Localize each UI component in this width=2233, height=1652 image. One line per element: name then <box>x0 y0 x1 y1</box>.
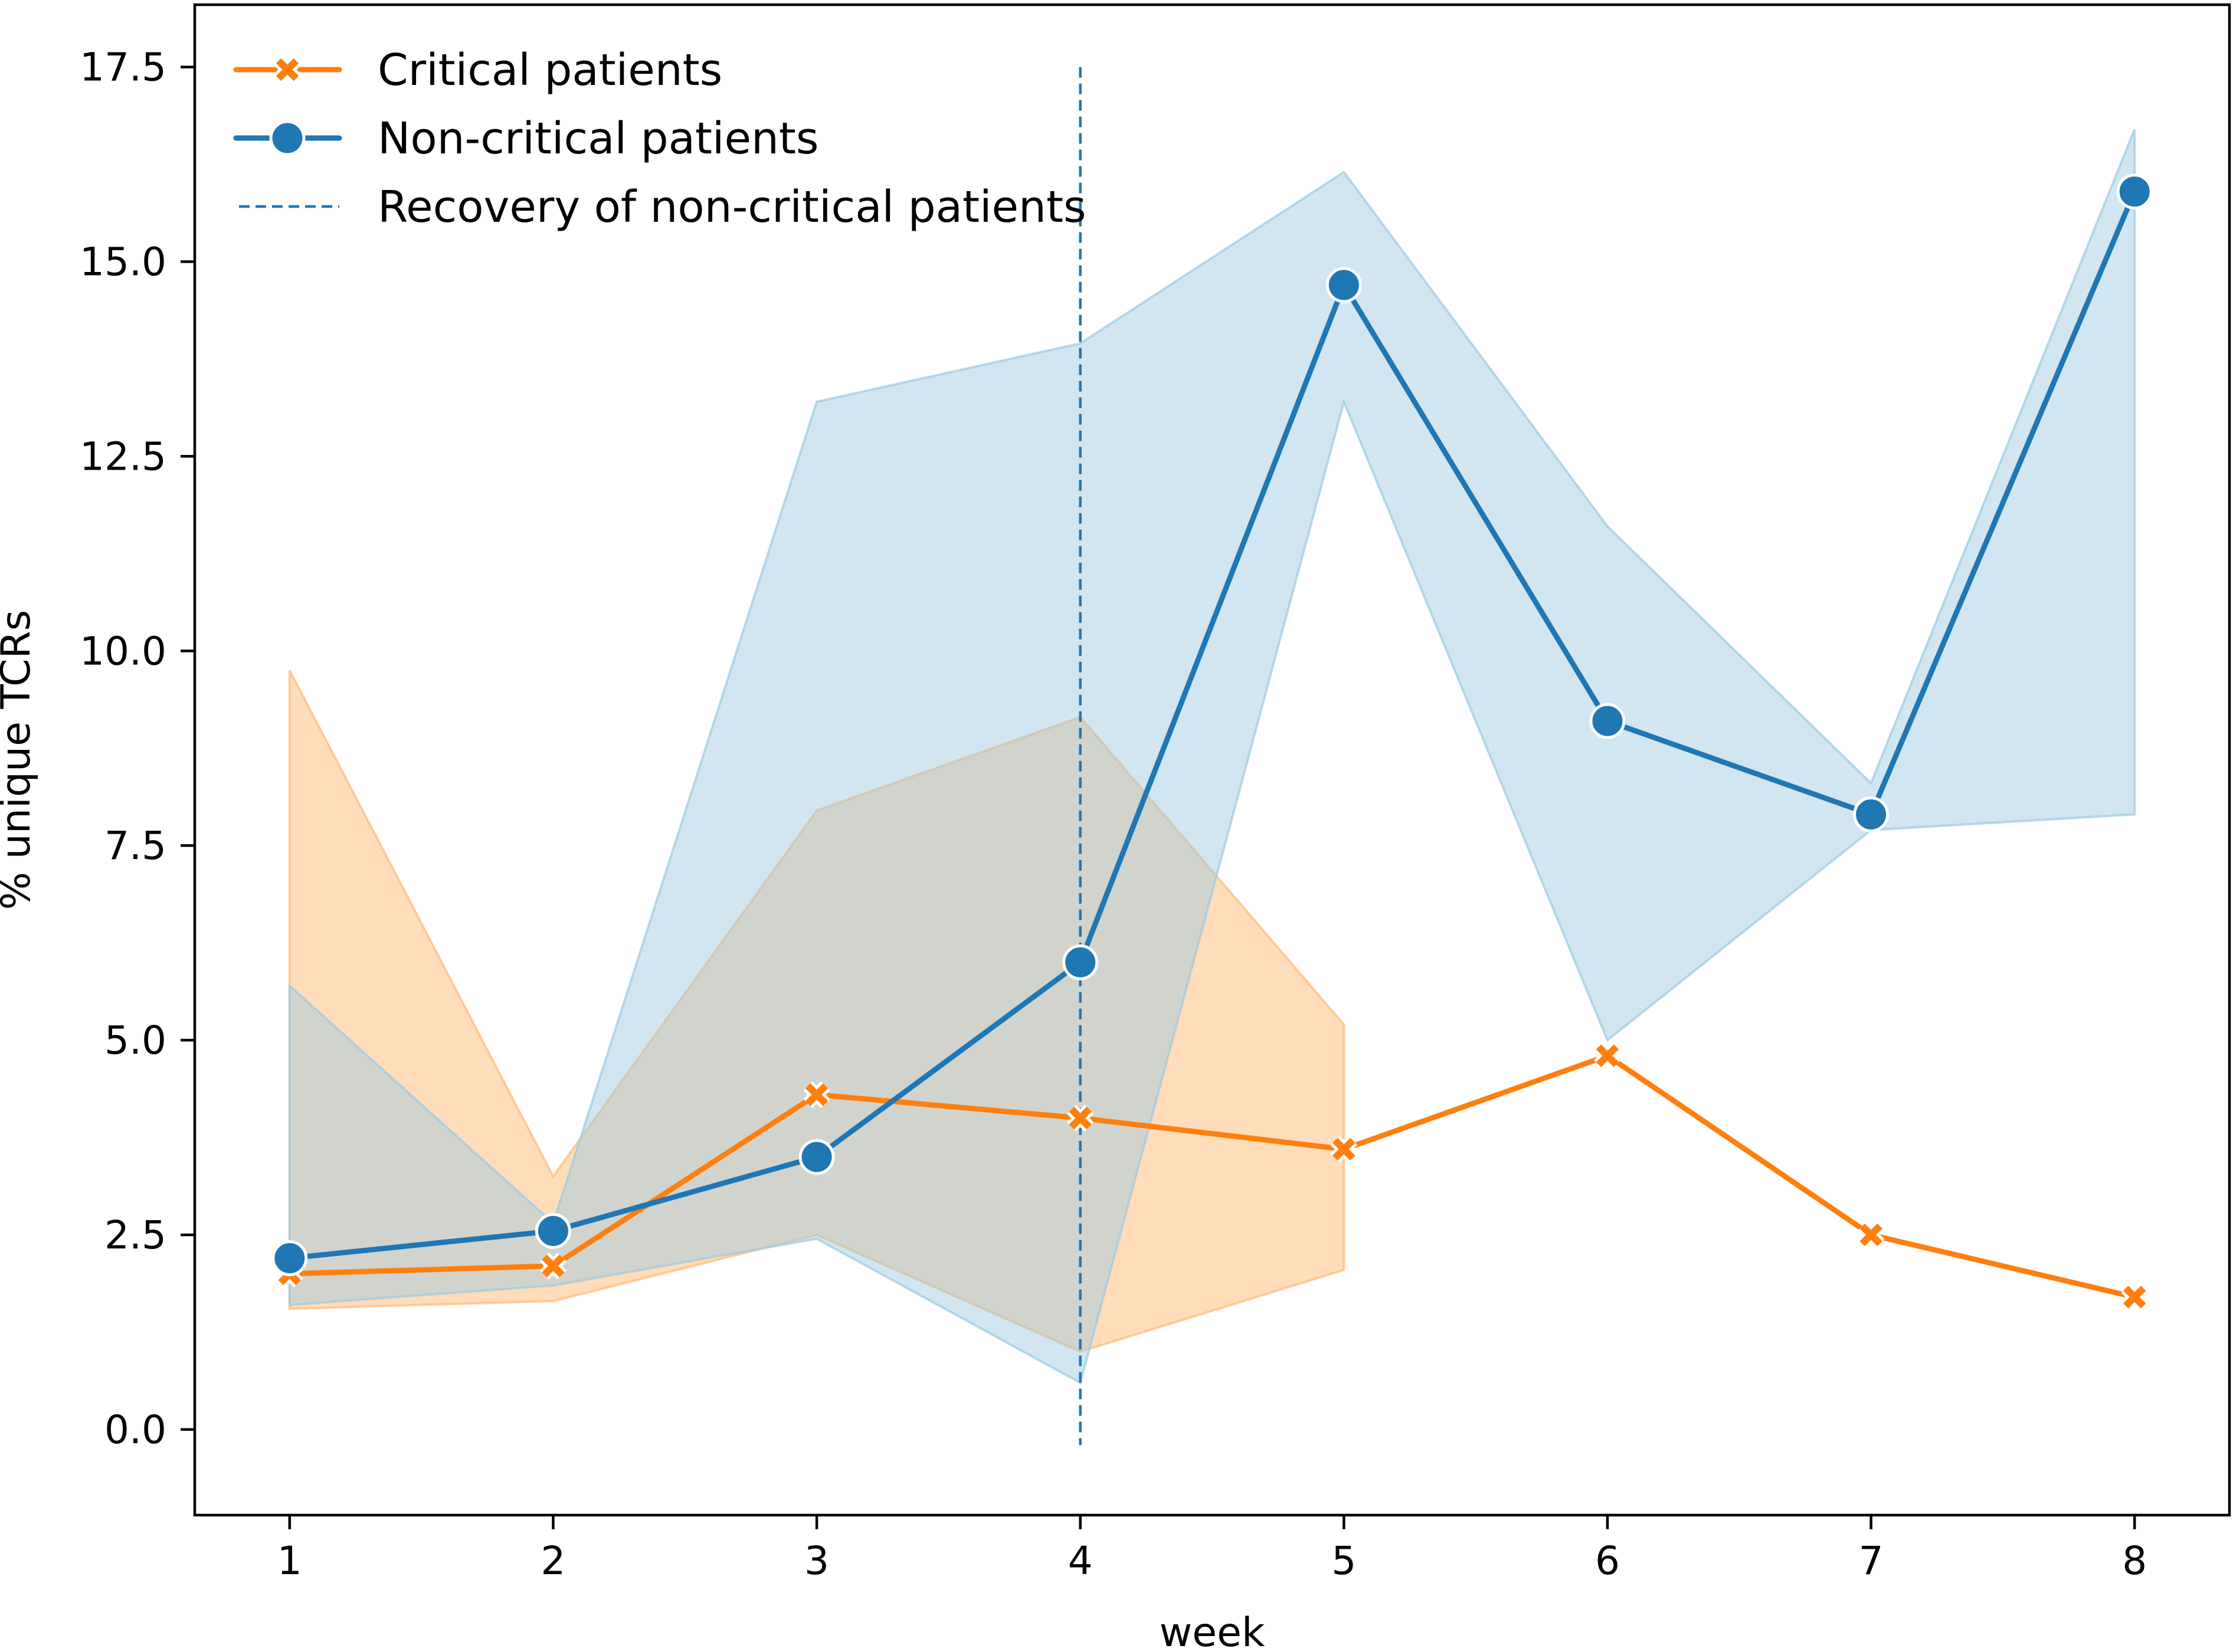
series-line-non-critical <box>287 189 2137 1261</box>
x-tick-label: 2 <box>541 1538 565 1584</box>
point-critical-week-2 <box>539 1252 567 1280</box>
y-tick-label: 10.0 <box>80 628 166 674</box>
point-non-critical-week-1 <box>271 1240 308 1277</box>
legend-entry-recovery: Recovery of non-critical patients <box>239 182 1086 232</box>
legend-non-critical-marker <box>269 120 306 156</box>
x-tick-label: 6 <box>1595 1538 1620 1584</box>
legend-non-critical-label: Non-critical patients <box>378 113 818 164</box>
y-tick-label: 12.5 <box>80 434 166 479</box>
x-tick-label: 5 <box>1331 1538 1356 1584</box>
y-tick-label: 2.5 <box>104 1212 166 1258</box>
x-tick-label: 7 <box>1859 1538 1884 1584</box>
point-critical-week-7 <box>1857 1221 1885 1248</box>
point-non-critical-week-3 <box>798 1139 835 1175</box>
legend-entry-non-critical: Non-critical patients <box>233 113 818 164</box>
series-line-critical <box>287 1053 2137 1300</box>
point-non-critical-week-6 <box>1589 703 1626 739</box>
y-tick-label: 0.0 <box>104 1407 166 1453</box>
x-tick-label: 3 <box>804 1538 829 1584</box>
point-non-critical-week-7 <box>1853 796 1890 832</box>
y-tick-label: 17.5 <box>80 45 166 90</box>
point-non-critical-week-8 <box>2116 173 2153 210</box>
legend-recovery-label: Recovery of non-critical patients <box>378 182 1086 232</box>
point-non-critical-week-2 <box>535 1212 571 1249</box>
y-tick-label: 7.5 <box>104 823 166 868</box>
legend: Critical patients Non-critical patients … <box>233 45 1086 232</box>
x-axis-title: week <box>1160 1610 1265 1652</box>
y-axis: 0.0 2.5 5.0 7.5 10.0 12.5 15.0 17.5 <box>80 45 195 1453</box>
y-axis-title: % unique TCRs <box>0 610 40 910</box>
point-non-critical-week-4 <box>1062 944 1099 981</box>
point-critical-week-8 <box>2121 1283 2148 1311</box>
legend-critical-marker <box>274 56 301 83</box>
point-critical-week-5 <box>1330 1136 1358 1163</box>
series-markers <box>271 173 2153 1311</box>
x-tick-label: 8 <box>2122 1538 2147 1584</box>
legend-entry-critical: Critical patients <box>233 45 722 96</box>
legend-critical-label: Critical patients <box>378 45 722 96</box>
y-tick-label: 15.0 <box>80 239 166 284</box>
point-critical-week-4 <box>1066 1104 1094 1132</box>
point-critical-week-3 <box>803 1081 830 1109</box>
x-axis: 1 2 3 4 5 6 7 8 <box>277 1515 2147 1584</box>
plot-frame <box>193 3 2231 1517</box>
series-lines <box>287 189 2137 1300</box>
point-critical-week-6 <box>1594 1042 1621 1070</box>
point-non-critical-week-5 <box>1325 267 1362 303</box>
y-tick-label: 5.0 <box>104 1018 166 1063</box>
x-tick-label: 1 <box>277 1538 302 1584</box>
ci-band-non-critical <box>288 129 2136 1385</box>
x-tick-label: 4 <box>1068 1538 1093 1584</box>
